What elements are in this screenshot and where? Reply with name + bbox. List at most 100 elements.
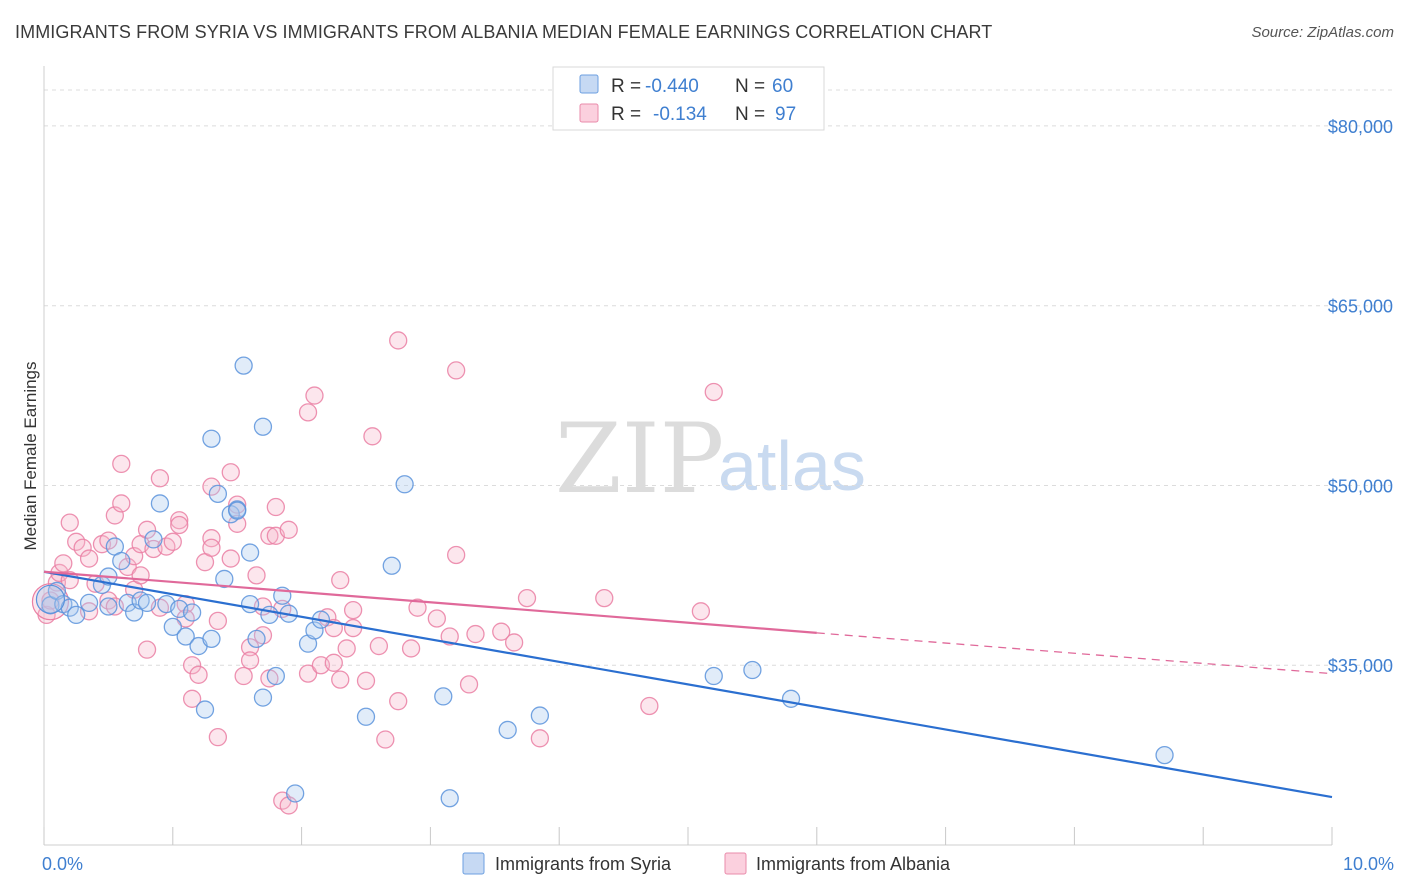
legend-syria-r-label: R = <box>611 76 641 97</box>
data-point <box>434 687 453 706</box>
syria-points <box>35 356 1174 808</box>
data-point <box>234 356 253 375</box>
x-tick-label-min: 0.0% <box>42 854 83 874</box>
data-point <box>137 520 157 539</box>
y-tick-label: $80,000 <box>1328 117 1393 137</box>
bottom-legend-syria: Immigrants from Syria <box>495 854 672 874</box>
bottom-legend-swatch-syria <box>462 852 485 875</box>
x-tick-label-max: 10.0% <box>1343 854 1394 874</box>
source-credit: Source: ZipAtlas.com <box>1251 24 1394 41</box>
data-point <box>150 469 170 488</box>
data-point <box>240 543 260 562</box>
series-legend: Immigrants from Syria Immigrants from Al… <box>462 852 951 875</box>
data-point <box>67 605 86 625</box>
data-point <box>182 603 202 622</box>
data-point <box>131 566 150 585</box>
data-point <box>530 729 550 748</box>
data-point <box>240 594 260 614</box>
data-point <box>337 639 356 658</box>
data-point <box>492 622 511 641</box>
data-point <box>440 789 459 808</box>
legend-syria-r-value: -0.440 <box>645 76 699 97</box>
legend-syria-n-value: 60 <box>772 76 793 97</box>
data-point <box>202 529 221 548</box>
watermark-atlas: atlas <box>718 427 866 505</box>
data-point <box>253 417 273 436</box>
data-point <box>279 520 298 539</box>
data-point <box>182 689 202 708</box>
data-point <box>389 692 408 711</box>
data-point <box>79 593 99 613</box>
data-point <box>427 609 446 628</box>
data-point <box>640 696 659 716</box>
y-tick-labels: $35,000 $50,000 $65,000 $80,000 <box>1328 117 1393 676</box>
data-point <box>356 707 376 726</box>
data-point <box>704 382 723 402</box>
data-point <box>691 602 711 621</box>
data-point-cluster <box>35 584 66 614</box>
data-point <box>202 538 221 557</box>
data-point <box>176 627 195 646</box>
data-point <box>195 700 215 719</box>
data-point <box>343 600 363 620</box>
data-point <box>137 640 157 659</box>
watermark-zip: ZIP <box>555 403 724 515</box>
data-point <box>298 403 318 422</box>
legend-albania-n-label: N = <box>735 104 765 125</box>
data-point <box>447 545 466 565</box>
legend-syria-n-label: N = <box>735 76 765 97</box>
data-point <box>202 429 221 448</box>
data-point <box>343 618 363 638</box>
data-point <box>253 688 273 707</box>
data-point <box>324 653 343 672</box>
data-point <box>150 494 170 513</box>
data-point <box>459 675 479 694</box>
data-point <box>208 611 228 631</box>
data-point <box>202 477 221 496</box>
bottom-legend-swatch-albania <box>724 852 747 875</box>
data-point <box>137 593 157 613</box>
data-point <box>331 570 350 590</box>
legend-swatch-syria <box>579 74 599 94</box>
data-point <box>395 475 414 494</box>
data-point <box>170 511 189 530</box>
data-point <box>54 554 73 573</box>
data-point <box>498 720 517 740</box>
data-point <box>356 671 376 690</box>
data-point <box>331 670 350 689</box>
data-point <box>704 666 723 686</box>
trend-line-albania-extension <box>816 632 1333 675</box>
data-point <box>363 427 382 446</box>
data-point <box>781 689 801 708</box>
data-point <box>286 784 305 803</box>
correlation-legend: R = -0.440 N = 60 R = -0.134 N = 97 <box>552 66 825 131</box>
data-point <box>389 331 408 350</box>
data-point <box>182 656 202 675</box>
data-point <box>228 501 247 520</box>
data-point <box>298 664 318 683</box>
data-point <box>208 484 228 504</box>
data-point <box>260 526 279 545</box>
data-point <box>163 617 182 637</box>
data-point <box>60 513 79 532</box>
data-point <box>247 629 266 649</box>
data-point <box>504 633 524 652</box>
data-point <box>376 730 395 749</box>
data-point <box>266 666 285 686</box>
data-point <box>401 639 421 658</box>
data-point <box>517 588 537 608</box>
data-point <box>305 621 324 640</box>
data-point <box>369 636 389 656</box>
y-tick-label: $35,000 <box>1328 656 1393 676</box>
y-axis-title: Median Female Earnings <box>21 362 40 551</box>
data-point <box>112 494 131 513</box>
legend-swatch-albania <box>579 103 599 123</box>
data-point <box>440 627 459 646</box>
data-point <box>240 651 260 670</box>
data-point <box>266 497 285 517</box>
trend-line-syria <box>43 570 1333 799</box>
trend-lines <box>43 570 1333 799</box>
data-point <box>79 549 99 568</box>
data-point <box>228 514 247 533</box>
